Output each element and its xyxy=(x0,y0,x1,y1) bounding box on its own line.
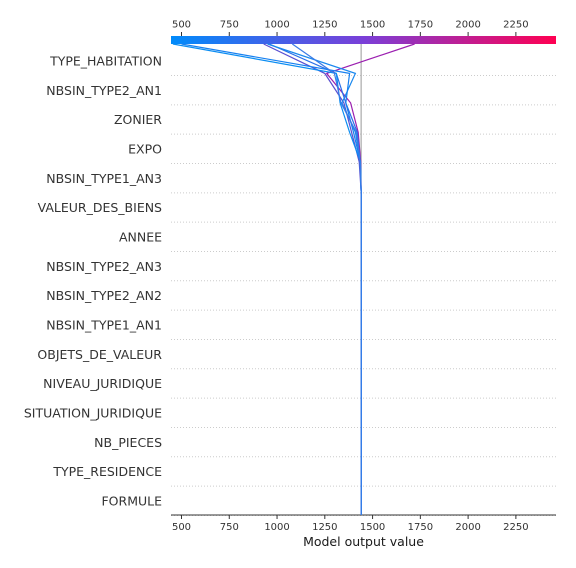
top-tick-label: 1000 xyxy=(264,20,289,31)
bottom-tick-label: 2250 xyxy=(503,522,528,533)
grid-lines xyxy=(171,75,556,516)
bottom-axis: 500 750 1000 1250 1500 1750 2000 2250 xyxy=(171,514,556,533)
feature-label: NBSIN_TYPE2_AN3 xyxy=(46,259,162,274)
color-bar xyxy=(171,36,556,44)
top-tick-label: 1500 xyxy=(360,20,385,31)
feature-label: VALEUR_DES_BIENS xyxy=(38,200,162,215)
bottom-tick-label: 750 xyxy=(220,522,239,533)
bottom-tick-label: 500 xyxy=(172,522,191,533)
feature-label: TYPE_HABITATION xyxy=(49,54,162,69)
feature-label: OBJETS_DE_VALEUR xyxy=(37,347,162,362)
feature-label: FORMULE xyxy=(101,493,162,508)
feature-label: NBSIN_TYPE2_AN1 xyxy=(46,83,162,98)
bottom-tick-label: 1000 xyxy=(264,522,289,533)
series-line-6 xyxy=(291,43,362,515)
feature-label: NBSIN_TYPE1_AN3 xyxy=(46,171,162,186)
bottom-tick-label: 1750 xyxy=(408,522,433,533)
series-line-5 xyxy=(181,43,362,515)
top-tick-label: 2250 xyxy=(503,20,528,31)
feature-label: TYPE_RESIDENCE xyxy=(52,464,162,479)
feature-label: ANNEE xyxy=(119,229,162,244)
series-line-4 xyxy=(172,43,362,515)
top-tick-label: 1250 xyxy=(312,20,337,31)
bottom-tick-label: 1250 xyxy=(312,522,337,533)
feature-label: SITUATION_JURIDIQUE xyxy=(24,405,162,420)
feature-label: EXPO xyxy=(128,141,162,156)
top-tick-label: 2000 xyxy=(455,20,480,31)
top-axis: 500 750 1000 1250 1500 1750 2000 2250 xyxy=(172,20,529,36)
top-tick-label: 750 xyxy=(220,20,239,31)
feature-label: NIVEAU_JURIDIQUE xyxy=(43,376,162,391)
series-lines xyxy=(172,43,415,515)
bottom-tick-label: 1500 xyxy=(360,522,385,533)
x-axis-label: Model output value xyxy=(303,534,424,549)
feature-label: NB_PIECES xyxy=(94,435,162,450)
top-tick-label: 500 xyxy=(172,20,191,31)
feature-label: NBSIN_TYPE1_AN1 xyxy=(46,317,162,332)
feature-label: NBSIN_TYPE2_AN2 xyxy=(46,288,162,303)
top-tick-label: 1750 xyxy=(408,20,433,31)
feature-labels: TYPE_HABITATION NBSIN_TYPE2_AN1 ZONIER EXPO… xyxy=(24,54,162,509)
feature-label: ZONIER xyxy=(114,112,162,127)
series-line-0 xyxy=(325,43,415,515)
bottom-tick-label: 2000 xyxy=(455,522,480,533)
